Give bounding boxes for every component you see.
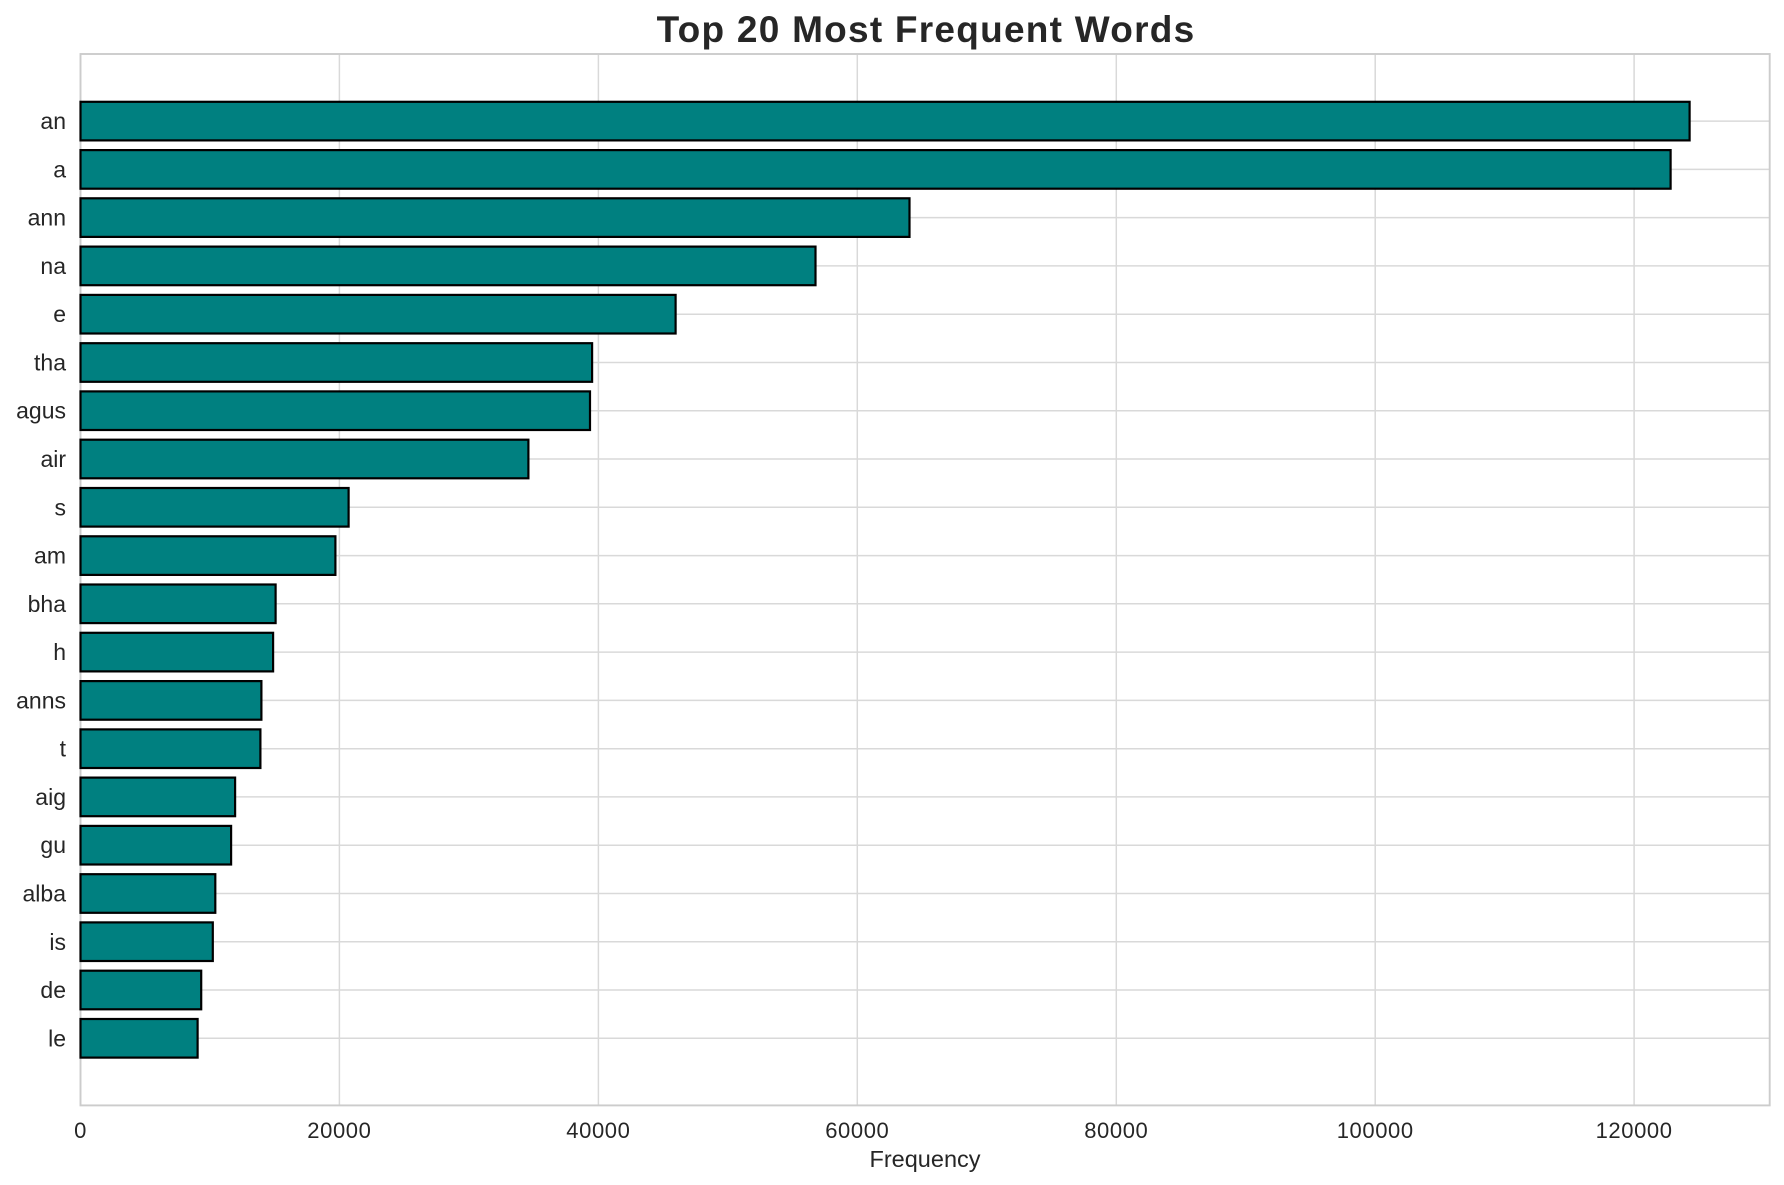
svg-text:anns: anns: [16, 687, 66, 713]
svg-text:20000: 20000: [307, 1118, 371, 1143]
svg-text:bha: bha: [28, 591, 67, 617]
svg-text:aig: aig: [35, 784, 66, 810]
svg-text:an: an: [40, 108, 66, 134]
svg-text:120000: 120000: [1596, 1118, 1673, 1143]
svg-text:na: na: [40, 253, 66, 279]
svg-text:le: le: [48, 1025, 66, 1051]
svg-text:air: air: [40, 446, 66, 472]
svg-text:h: h: [53, 639, 66, 665]
svg-text:tha: tha: [34, 350, 66, 376]
svg-text:a: a: [53, 156, 66, 182]
svg-text:e: e: [53, 301, 66, 327]
svg-text:Frequency: Frequency: [869, 1146, 980, 1172]
svg-text:t: t: [60, 736, 67, 762]
svg-text:agus: agus: [16, 398, 66, 424]
svg-text:0: 0: [74, 1118, 87, 1143]
svg-text:60000: 60000: [825, 1118, 889, 1143]
svg-text:40000: 40000: [566, 1118, 630, 1143]
svg-text:Top 20 Most Frequent Words: Top 20 Most Frequent Words: [657, 9, 1196, 50]
svg-text:gu: gu: [40, 832, 66, 858]
svg-text:de: de: [40, 977, 66, 1003]
svg-text:80000: 80000: [1084, 1118, 1148, 1143]
svg-text:ann: ann: [28, 205, 66, 231]
svg-text:s: s: [55, 494, 67, 520]
svg-text:alba: alba: [23, 881, 67, 907]
svg-text:am: am: [34, 543, 66, 569]
svg-text:100000: 100000: [1337, 1118, 1414, 1143]
svg-text:is: is: [49, 929, 66, 955]
